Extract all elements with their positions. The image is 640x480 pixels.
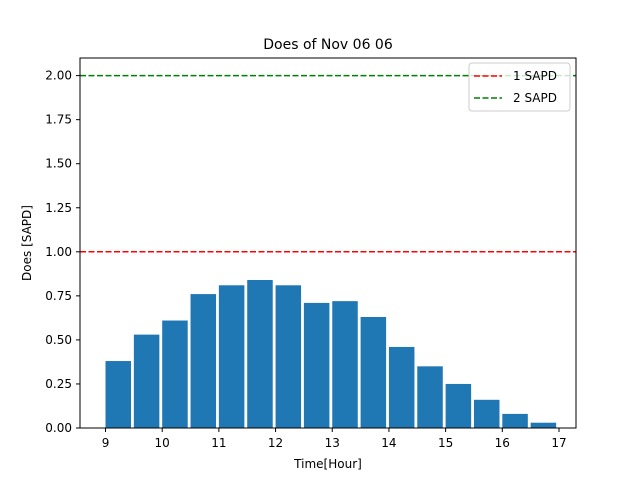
x-axis: 9 10 11 12 13 14 15 16 17	[102, 428, 567, 450]
y-tick-label: 2.00	[45, 69, 72, 83]
bar	[105, 361, 132, 428]
y-tick-label: 0.25	[45, 377, 72, 391]
bar	[445, 383, 472, 428]
y-tick-label: 1.50	[45, 157, 72, 171]
y-tick-label: 0.00	[45, 421, 72, 435]
x-axis-label: Time[Hour]	[293, 457, 362, 471]
plot-frame	[79, 57, 577, 429]
x-tick-label: 10	[155, 436, 170, 450]
y-axis-label: Does [SAPD]	[20, 205, 34, 281]
y-axis: 0.00 0.25 0.50 0.75 1.00 1.25 1.50 1.75 2.00	[45, 69, 80, 435]
x-tick-label: 14	[381, 436, 396, 450]
bars-group	[105, 280, 557, 428]
bar	[133, 334, 160, 428]
x-tick-label: 15	[438, 436, 453, 450]
legend-box	[468, 62, 571, 112]
bar	[473, 399, 500, 428]
legend: 1 SAPD 2 SAPD	[468, 62, 571, 112]
x-tick-label: 16	[495, 436, 510, 450]
chart-title: Does of Nov 06 06	[263, 37, 393, 53]
y-tick-label: 1.00	[45, 245, 72, 259]
bar	[218, 285, 245, 428]
y-tick-label: 1.25	[45, 201, 72, 215]
y-tick-label: 1.75	[45, 113, 72, 127]
bar	[303, 302, 330, 428]
bar	[502, 413, 528, 428]
bar	[360, 317, 387, 428]
bar	[417, 366, 443, 428]
bar	[530, 422, 557, 428]
legend-label: 2 SAPD	[513, 91, 557, 105]
bar	[275, 285, 302, 428]
bar	[388, 346, 415, 428]
legend-label: 1 SAPD	[513, 69, 557, 83]
x-tick-label: 13	[325, 436, 340, 450]
bar	[162, 320, 188, 428]
y-tick-label: 0.50	[45, 333, 72, 347]
bar	[332, 301, 358, 428]
bar	[247, 280, 273, 428]
x-tick-label: 12	[268, 436, 283, 450]
x-tick-label: 9	[102, 436, 110, 450]
x-tick-label: 17	[551, 436, 566, 450]
y-tick-label: 0.75	[45, 289, 72, 303]
bar	[190, 294, 217, 428]
x-tick-label: 11	[211, 436, 226, 450]
